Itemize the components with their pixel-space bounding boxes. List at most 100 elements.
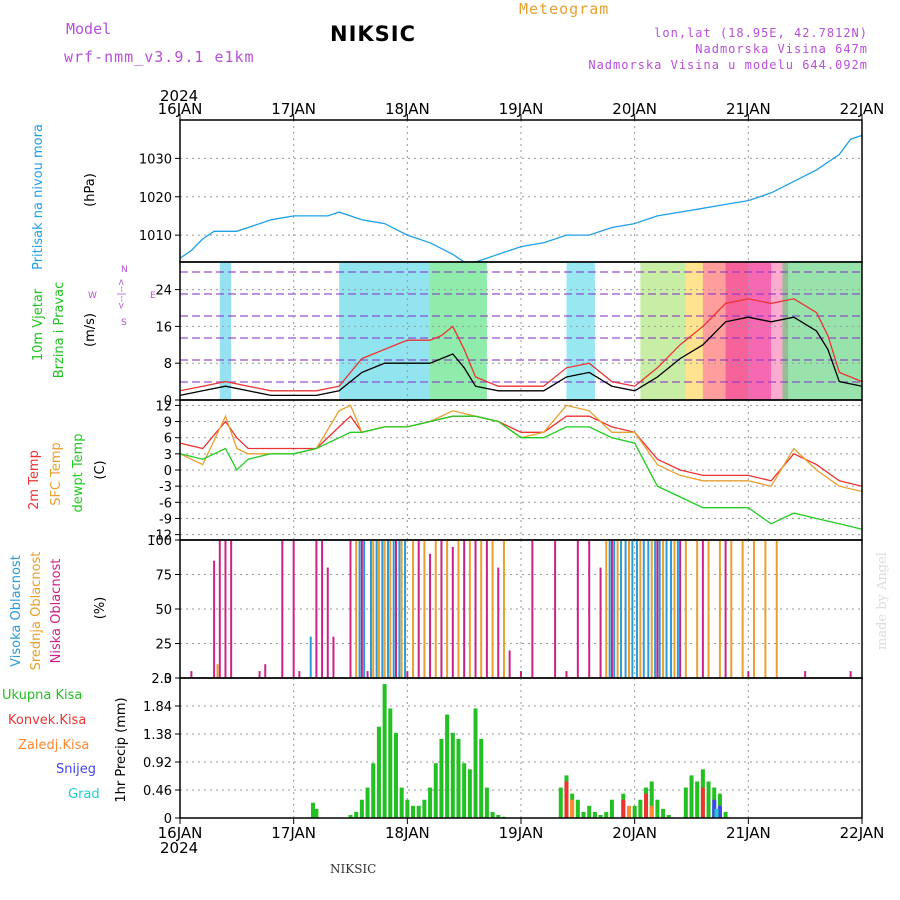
wind-series-speed (179, 316, 863, 397)
cloud-ytick-label-2: 50 (155, 603, 172, 618)
precip-axis-label: 1hr Precip (mm) (114, 697, 129, 802)
cloud-panel: 0 25 50 75 100 (147, 534, 863, 687)
precip-bar-total-11 (399, 787, 404, 818)
cloud-bar-mid-23 (684, 540, 687, 678)
precip-bar-total-50 (695, 781, 700, 818)
cloud-bar-mid-13 (480, 540, 483, 678)
wind-axis-label: 10m Vjetar (31, 288, 46, 361)
cloud-bar-low-34 (599, 567, 602, 678)
precip-bar-total-46 (661, 808, 666, 818)
cloud-bar-low-27 (508, 650, 511, 678)
precip-bar-total-52 (706, 781, 711, 818)
cloud-bar-high-19 (658, 540, 661, 678)
top-xtick-label-6: 22JAN (840, 100, 885, 118)
wind-ytick-label-3: 24 (155, 284, 172, 299)
wind-ytick-label-1: 8 (164, 357, 172, 372)
precip-bar-total-30 (558, 787, 563, 818)
pressure-axis-label: Pritisak na nivou mora (31, 124, 46, 270)
cloud-bar-mid-5 (389, 540, 392, 678)
precip-bar-hail-0 (714, 808, 719, 818)
cloud-bar-mid-30 (764, 540, 767, 678)
cloud-bar-high-8 (398, 540, 401, 678)
precip-bar-conv-2 (644, 793, 649, 818)
wind-unit: (m/s) (83, 313, 98, 347)
cloud-bar-low-6 (264, 664, 267, 678)
precip-bar-total-6 (371, 763, 376, 818)
precip-ytick-label-5: 2.3 (151, 672, 172, 687)
cloud-bar-mid-14 (491, 540, 494, 678)
temperature-ytick-label-7: 9 (164, 416, 172, 431)
cloud-bar-low-25 (485, 540, 488, 678)
precip-bar-total-48 (683, 787, 688, 818)
precip-bar-total-45 (655, 799, 660, 818)
wind-ytick-label-2: 16 (155, 320, 172, 335)
wind-band-8 (782, 262, 862, 400)
cloud-bar-low-37 (679, 540, 682, 678)
precip-bar-total-35 (587, 805, 592, 818)
cloud-bar-mid-20 (650, 540, 653, 678)
cloud-bar-low-26 (497, 567, 500, 678)
cloud-bar-low-41 (804, 671, 807, 678)
cloud-bar-low-21 (440, 540, 443, 678)
temperature-ytick-label-4: 0 (164, 464, 172, 479)
meteogram-label: Meteogram (519, 0, 610, 18)
wind-band-4 (640, 262, 686, 400)
top-xtick-label-2: 18JAN (385, 100, 430, 118)
cloud-bar-mid-26 (718, 540, 721, 678)
cloud-bar-low-38 (701, 540, 704, 678)
compass-n: N (121, 265, 128, 275)
cloud-bar-high-11 (613, 540, 616, 678)
cloud-bar-mid-24 (696, 540, 699, 678)
dewpt-axis-label: dewpt Temp (71, 433, 86, 512)
legend-freezing-rain: Zaledj.Kisa (18, 738, 89, 753)
cloud-bar-mid-19 (639, 540, 642, 678)
wind-axis-label-2: Brzina i Pravac (52, 282, 67, 379)
cloud-bar-high-4 (375, 540, 378, 678)
cloud-bar-mid-0 (216, 664, 219, 678)
cloud-bar-low-33 (588, 540, 591, 678)
pressure-panel: 1010 1020 1030 (139, 119, 863, 263)
cloud-bar-mid-16 (605, 540, 608, 678)
precip-axis-label-name: 1hr Precip (114, 737, 129, 803)
precip-bar-total-39 (609, 799, 614, 818)
cloud-bar-high-16 (642, 540, 645, 678)
top-xtick-label-0: 16JAN (158, 100, 203, 118)
pressure-ytick-label-2: 1030 (139, 152, 172, 167)
legend-conv-rain: Konvek.Kisa (8, 713, 86, 728)
precip-bar-total-23 (467, 769, 472, 818)
cloud-bar-high-1 (358, 540, 361, 678)
top-xtick-label-3: 19JAN (499, 100, 544, 118)
cloud-bar-high-2 (363, 540, 366, 678)
pressure-ytick-label-1: 1020 (139, 191, 172, 206)
precip-bar-total-2 (348, 814, 353, 818)
cloud-bar-low-12 (326, 567, 329, 678)
year-top: 2024 (160, 87, 198, 105)
cloud-bar-low-2 (218, 540, 221, 678)
bottom-xtick-label-4: 20JAN (612, 824, 657, 842)
precip-bar-strat-1 (626, 805, 631, 818)
cloud-bar-high-7 (392, 540, 395, 678)
temperature-series-dewpt (179, 415, 863, 530)
cloud-bar-low-13 (332, 636, 335, 678)
cloud-mid-label: Srednja Oblacnost (29, 552, 44, 671)
cloud-bar-high-14 (631, 540, 634, 678)
cloud-bar-mid-29 (753, 540, 756, 678)
top-xtick-label-5: 21JAN (726, 100, 771, 118)
precip-panel: 0 0.46 0.92 1.38 1.84 2.3 (143, 672, 863, 827)
precip-bar-total-37 (598, 814, 603, 818)
precip-bar-total-9 (388, 708, 393, 818)
temperature-ytick-label-1: -9 (159, 512, 172, 527)
plot-panels: 101010201030081624-12-9-6-30369120255075… (139, 100, 884, 842)
precip-bar-total-4 (359, 799, 364, 818)
bottom-xtick-label-5: 21JAN (726, 824, 771, 842)
cloud-bar-low-40 (747, 671, 750, 678)
precip-bar-total-8 (382, 684, 387, 818)
precip-bar-total-26 (484, 787, 489, 818)
precip-bar-total-10 (393, 732, 398, 818)
precip-bar-total-24 (473, 708, 478, 818)
cloud-bar-mid-4 (383, 540, 386, 678)
precip-bar-total-12 (405, 799, 410, 818)
cloud-bar-high-10 (608, 540, 611, 678)
cloud-bar-low-15 (360, 540, 363, 678)
